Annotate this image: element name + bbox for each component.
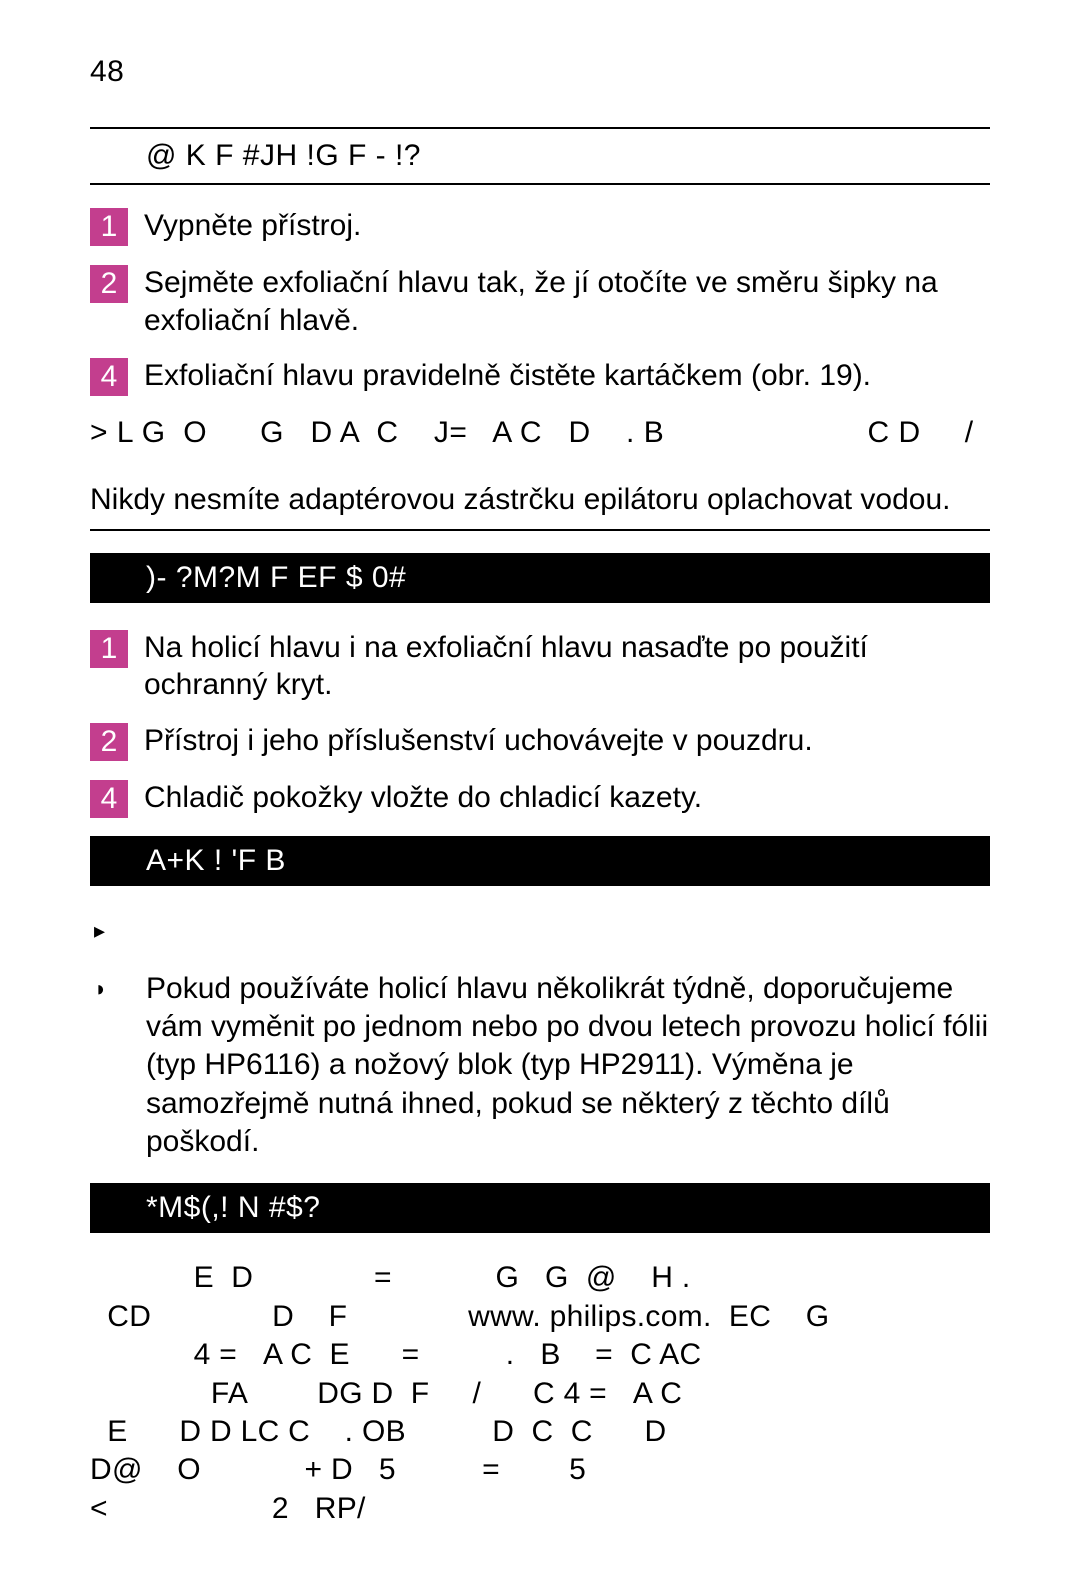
section-heading-storage: )- ?M?M F EF $ 0# <box>90 553 990 603</box>
step-badge: 1 <box>90 630 128 668</box>
bullet-item: ▸ <box>90 912 990 950</box>
guarantee-body: E D = G G @ H . CD D F www. philips.com.… <box>90 1259 990 1528</box>
step-text: Vypněte přístroj. <box>144 207 990 245</box>
section-heading-guarantee: *M$(,! N #$? <box>90 1183 990 1233</box>
step-item: 1 Vypněte přístroj. <box>90 207 990 246</box>
step-text: Chladič pokožky vložte do chladicí kazet… <box>144 779 990 817</box>
step-text: Na holicí hlavu i na exfoliační hlavu na… <box>144 629 990 704</box>
manual-page: 48 @ K F #JH !G F - !? 1 Vypněte přístro… <box>0 0 1080 1588</box>
section-heading-exfoliation: @ K F #JH !G F - !? <box>90 127 990 185</box>
step-badge: 1 <box>90 208 128 246</box>
step-badge: 2 <box>90 265 128 303</box>
replacement-bullets: ▸ ◗ Pokud používáte holicí hlavu několik… <box>90 912 990 1162</box>
step-item: 2 Sejměte exfoliační hlavu tak, že jí ot… <box>90 264 990 339</box>
step-badge: 2 <box>90 723 128 761</box>
step-item: 1 Na holicí hlavu i na exfoliační hlavu … <box>90 629 990 704</box>
warning-note: Nikdy nesmíte adaptérovou zástrčku epilá… <box>90 480 990 531</box>
step-text: Exfoliační hlavu pravidelně čistěte kart… <box>144 357 990 395</box>
page-number: 48 <box>90 55 990 89</box>
bullet-item: ◗ Pokud používáte holicí hlavu několikrá… <box>90 970 990 1162</box>
step-text: Přístroj i jeho příslušenství uchovávejt… <box>144 722 990 760</box>
step-badge: 4 <box>90 780 128 818</box>
storage-steps: 1 Na holicí hlavu i na exfoliační hlavu … <box>90 629 990 818</box>
bullet-text: Pokud používáte holicí hlavu několikrát … <box>146 970 990 1162</box>
exfoliation-steps: 1 Vypněte přístroj. 2 Sejměte exfoliační… <box>90 207 990 396</box>
step-item: 4 Exfoliační hlavu pravidelně čistěte ka… <box>90 357 990 396</box>
step-item: 4 Chladič pokožky vložte do chladicí kaz… <box>90 779 990 818</box>
garbled-line: > L G O G D A C J= A C D . B C D / <box>90 414 990 452</box>
half-circle-bullet-icon: ◗ <box>90 970 146 1008</box>
step-text: Sejměte exfoliační hlavu tak, že jí otoč… <box>144 264 990 339</box>
step-badge: 4 <box>90 358 128 396</box>
triangle-bullet-icon: ▸ <box>90 912 146 950</box>
step-item: 2 Přístroj i jeho příslušenství uchováve… <box>90 722 990 761</box>
section-heading-replacement: A+K ! 'F B <box>90 836 990 886</box>
